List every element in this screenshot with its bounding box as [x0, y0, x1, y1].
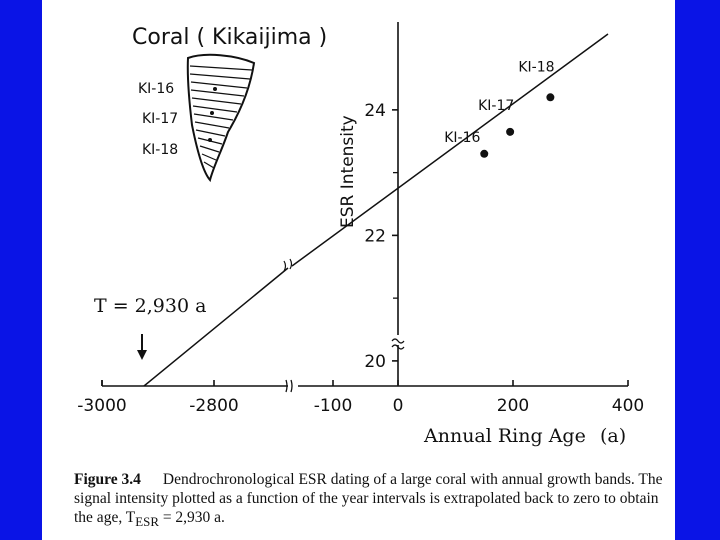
sample-dot-ki16 [213, 87, 217, 91]
slide [42, 0, 675, 540]
age-annotation: T = 2,930 a [94, 295, 206, 360]
x-tick-label-5: 400 [612, 396, 644, 416]
x-tick-label-2: -100 [314, 396, 353, 416]
age-annotation-label: T = 2,930 a [94, 295, 206, 317]
caption-text-end: = 2,930 a. [158, 509, 225, 526]
data-point-ki-18 [546, 93, 555, 102]
y-axis-label: ESR Intensity [338, 115, 358, 228]
fit-line-break [283, 258, 293, 272]
y-axis: ESR Intensity 20 22 24 [338, 22, 405, 385]
coral-slab-drawing [186, 53, 256, 183]
sample-dot-ki18 [208, 138, 212, 142]
data-label-ki-17: KI-17 [478, 98, 514, 114]
inset-sample-label-ki16: KI-16 [138, 81, 174, 97]
sample-dot-ki17 [210, 111, 214, 115]
y-tick-label-1: 22 [364, 226, 386, 246]
figure-caption: Figure 3.4 Dendrochronological ESR dating… [74, 470, 674, 531]
data-point-ki-16 [480, 149, 489, 158]
y-tick-label-0: 20 [364, 352, 386, 372]
x-tick-label-1: -2800 [189, 396, 238, 416]
x-tick-label-4: 200 [497, 396, 529, 416]
coral-inset: Coral ( Kikaijima ) KI-16 KI-17 KI-18 [132, 25, 327, 183]
y-tick-label-2: 24 [364, 101, 386, 121]
y-axis-break [391, 338, 405, 350]
inset-title: Coral ( Kikaijima ) [132, 25, 327, 50]
inset-sample-label-ki18: KI-18 [142, 142, 178, 158]
caption-subscript: ESR [135, 514, 159, 530]
inset-sample-label-ki17: KI-17 [142, 111, 178, 127]
x-axis: -3000 -2800 -100 0 200 400 Annual Ring Age (a… [77, 379, 644, 447]
data-point-ki-17 [506, 127, 515, 136]
x-axis-label: Annual Ring Age [423, 425, 586, 447]
x-tick-label-0: -3000 [77, 396, 126, 416]
data-label-ki-16: KI-16 [444, 130, 480, 146]
data-label-ki-18: KI-18 [518, 59, 554, 75]
data-points: KI-16 KI-17 KI-18 [444, 59, 555, 158]
caption-text: Dendrochronological ESR dating of a larg… [74, 471, 663, 526]
x-axis-break [285, 379, 293, 393]
fit-line [143, 33, 609, 387]
x-axis-unit: (a) [600, 425, 626, 447]
age-arrow-head [137, 350, 147, 360]
figure-label: Figure 3.4 [74, 471, 141, 488]
x-tick-label-3: 0 [393, 396, 404, 416]
